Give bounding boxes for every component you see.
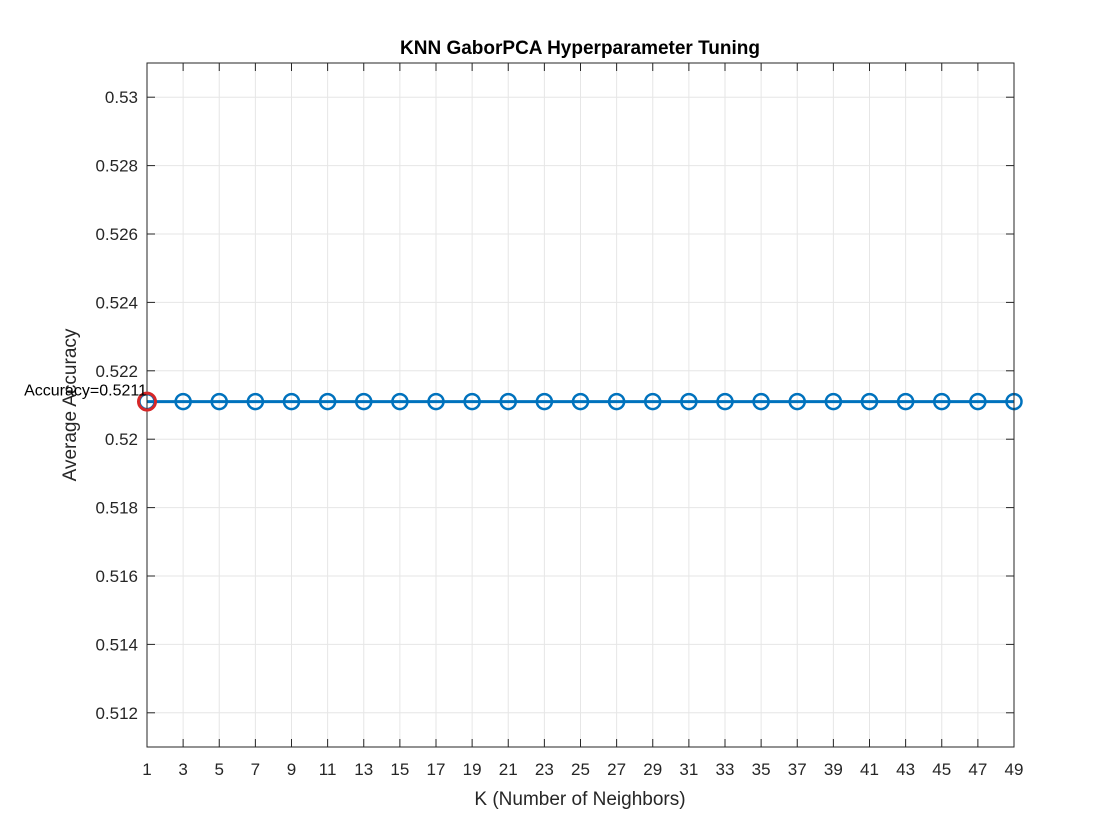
y-tick-label: 0.526 (95, 225, 138, 244)
x-tick-label: 45 (932, 760, 951, 779)
data-point (607, 392, 626, 411)
x-tick-label: 39 (824, 760, 843, 779)
x-tick-label: 19 (463, 760, 482, 779)
x-tick-label: 25 (571, 760, 590, 779)
data-point (535, 392, 554, 411)
x-tick-label: 3 (178, 760, 187, 779)
data-point (644, 392, 662, 411)
best-point-label: Accuracy=0.5211 (24, 383, 147, 400)
x-tick-label: 37 (788, 760, 807, 779)
data-point (463, 392, 481, 411)
x-tick-label: 27 (607, 760, 626, 779)
data-point (210, 392, 228, 411)
x-tick-label: 5 (215, 760, 224, 779)
x-tick-label: 15 (390, 760, 409, 779)
data-point (391, 392, 409, 411)
series-layer (138, 392, 1023, 411)
data-point (282, 392, 301, 411)
chart-title: KNN GaborPCA Hyperparameter Tuning (400, 38, 760, 59)
y-tick-label: 0.52 (105, 430, 138, 449)
data-point (752, 392, 770, 411)
data-point (499, 392, 517, 411)
x-tick-label: 7 (251, 760, 260, 779)
y-tick-label: 0.528 (95, 157, 138, 176)
y-tick-label: 0.53 (105, 88, 138, 107)
x-tick-label: 31 (679, 760, 698, 779)
data-point (318, 392, 337, 411)
data-point (246, 392, 265, 411)
best-point-marker (137, 391, 157, 412)
x-axis: 1 3 5 7 9 11 13 15 17 19 21 23 25 27 29 31 33 35 37 39 41 43 4… (142, 63, 1023, 779)
data-point (680, 392, 698, 411)
annotation-layer: Accuracy=0.5211 (24, 383, 157, 412)
x-tick-label: 9 (287, 760, 296, 779)
data-point (969, 392, 987, 411)
y-tick-label: 0.516 (95, 567, 138, 586)
data-point (860, 392, 879, 411)
data-point (824, 392, 843, 411)
x-tick-label: 13 (354, 760, 373, 779)
y-axis-label: Average Accuracy (60, 328, 81, 481)
data-point (716, 392, 734, 411)
y-tick-label: 0.522 (95, 362, 138, 381)
x-tick-label: 11 (319, 760, 337, 779)
data-point (174, 392, 192, 411)
x-axis-label: K (Number of Neighbors) (474, 789, 685, 810)
data-point (355, 392, 373, 411)
x-tick-label: 17 (427, 760, 446, 779)
x-tick-label: 43 (896, 760, 915, 779)
data-point (933, 392, 951, 411)
data-point (896, 392, 915, 411)
y-tick-label: 0.512 (95, 704, 138, 723)
x-tick-label: 35 (752, 760, 771, 779)
data-point (788, 392, 806, 411)
y-axis: 0.512 0.514 0.516 0.518 0.52 0.522 0.524 0.526 0… (95, 88, 1014, 723)
data-point (427, 392, 445, 411)
x-tick-label: 47 (968, 760, 987, 779)
x-tick-label: 23 (535, 760, 554, 779)
x-tick-label: 41 (860, 760, 879, 779)
data-point (571, 392, 590, 411)
x-tick-label: 1 (142, 760, 151, 779)
y-tick-label: 0.514 (95, 635, 138, 654)
x-tick-label: 49 (1005, 760, 1024, 779)
x-tick-label: 21 (499, 760, 518, 779)
y-tick-label: 0.518 (95, 499, 138, 518)
y-tick-label: 0.524 (95, 293, 138, 312)
grid (146, 63, 1015, 747)
x-tick-label: 29 (643, 760, 662, 779)
x-tick-label: 33 (716, 760, 735, 779)
